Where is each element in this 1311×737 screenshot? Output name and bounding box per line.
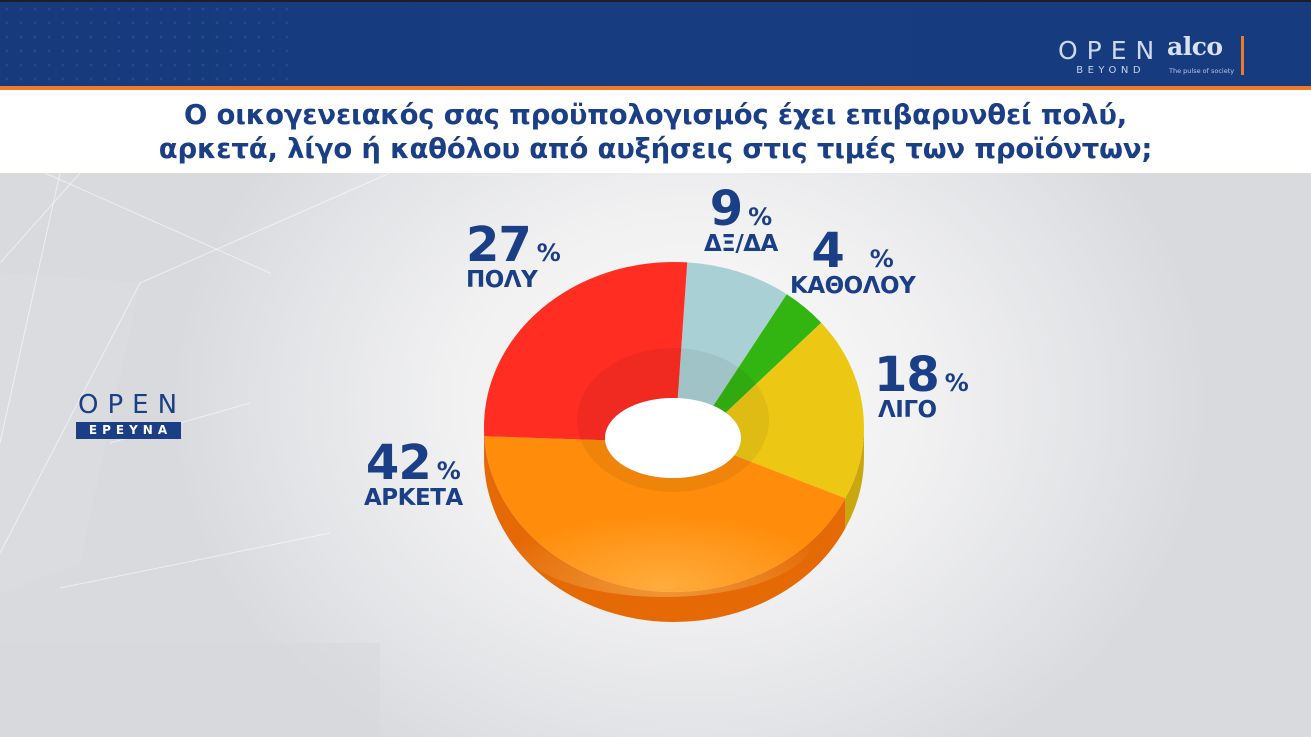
label-dk-na: 9% ΔΞ/ΔΑ bbox=[704, 185, 778, 257]
alco-logo: alco bbox=[1167, 32, 1223, 61]
label-not-at-all-name: ΚΑΘΟΛΟΥ bbox=[790, 273, 916, 299]
label-quite: 42% ΑΡΚΕΤΑ bbox=[364, 439, 463, 511]
label-very-value: 27 bbox=[466, 217, 532, 273]
open-research-word: OPEN bbox=[78, 390, 187, 420]
donut-hole bbox=[605, 398, 741, 478]
header-accent-line bbox=[0, 86, 1311, 90]
label-quite-value: 42 bbox=[365, 435, 432, 491]
slice-ΠΟΛΥ bbox=[484, 261, 688, 441]
label-not-at-all-value: 4 bbox=[811, 223, 844, 279]
question-line-1: Ο οικογενειακός σας προϋπολογισμός έχει … bbox=[183, 98, 1128, 131]
open-research-logo: OPEN ΕΡΕΥΝΑ bbox=[76, 391, 182, 439]
open-logo-word: OPEN bbox=[1058, 36, 1164, 65]
slice-side-2 bbox=[845, 427, 864, 529]
label-very-pct: % bbox=[536, 239, 561, 267]
open-logo-sub: BEYOND bbox=[1076, 65, 1146, 76]
label-little-value: 18 bbox=[874, 347, 940, 403]
label-dk-na-value: 9 bbox=[709, 181, 743, 237]
label-little-pct: % bbox=[944, 369, 969, 397]
top-edge-strip bbox=[0, 0, 1311, 2]
question-line-2: αρκετά, λίγο ή καθόλου από αυξήσεις στις… bbox=[158, 132, 1153, 165]
alco-tagline: The pulse of society bbox=[1169, 67, 1235, 75]
question-title-band: Ο οικογενειακός σας προϋπολογισμός έχει … bbox=[0, 90, 1311, 173]
label-dk-na-pct: % bbox=[748, 203, 773, 231]
background-lines bbox=[0, 173, 391, 737]
label-quite-name: ΑΡΚΕΤΑ bbox=[364, 485, 463, 511]
label-quite-pct: % bbox=[436, 457, 461, 485]
label-very: 27% ΠΟΛΥ bbox=[466, 221, 561, 293]
logo-divider bbox=[1241, 36, 1244, 75]
open-beyond-logo: OPEN BEYOND bbox=[1058, 38, 1163, 77]
label-not-at-all: 4% ΚΑΘΟΛΟΥ bbox=[790, 227, 916, 299]
label-not-at-all-pct: % bbox=[869, 245, 894, 273]
header-dot-pattern bbox=[0, 2, 300, 86]
label-very-name: ΠΟΛΥ bbox=[466, 267, 538, 293]
slice-highlight bbox=[514, 477, 814, 597]
label-little-name: ΛΙΓΟ bbox=[878, 397, 937, 423]
label-dk-na-name: ΔΞ/ΔΑ bbox=[704, 231, 778, 257]
label-little: 18% ΛΙΓΟ bbox=[874, 351, 969, 423]
research-badge: ΕΡΕΥΝΑ bbox=[76, 422, 181, 439]
slice-ΚΑΘΟΛΟΥ bbox=[713, 294, 822, 413]
slice-ΔΞ/ΔΑ bbox=[677, 262, 787, 406]
header-bar bbox=[0, 2, 1311, 86]
slice-ΛΙΓΟ bbox=[725, 322, 864, 499]
